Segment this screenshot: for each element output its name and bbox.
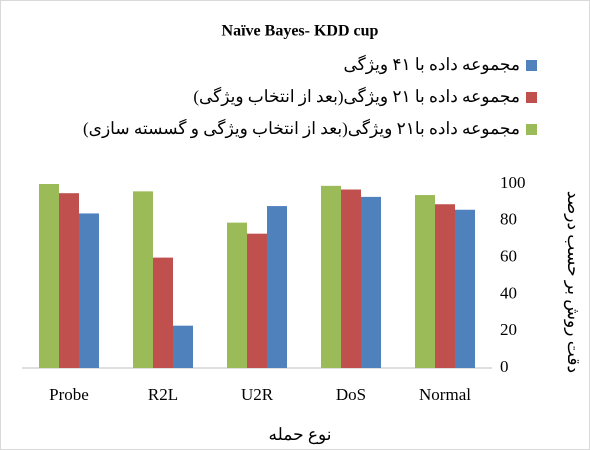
bar (415, 195, 435, 368)
x-tick-label: R2L (148, 385, 178, 404)
y-tick-label: 80 (500, 210, 517, 229)
bar (153, 257, 173, 368)
x-axis-label: نوع حمله (269, 425, 332, 445)
bar (267, 206, 287, 368)
y-tick-label: 20 (500, 320, 517, 339)
legend-label: مجموعه داده با ۲۱ ویژگی(بعد از انتخاب وی… (193, 86, 520, 107)
bar (361, 196, 381, 368)
bar (173, 325, 193, 368)
y-tick-label: 40 (500, 283, 517, 302)
y-axis-label: دقت روش بر حسب درصد (563, 191, 583, 373)
legend-swatch (526, 124, 537, 135)
x-tick-label: DoS (336, 385, 366, 404)
legend-label: مجموعه داده با ۴۱ ویژگی (344, 54, 521, 75)
bar (321, 185, 341, 368)
x-tick-label: U2R (241, 385, 274, 404)
x-tick-label: Probe (49, 385, 89, 404)
bar (133, 191, 153, 368)
bar (435, 204, 455, 368)
legend-swatch (526, 92, 537, 103)
y-tick-label: 60 (500, 247, 517, 266)
legend-label: مجموعه داده با۲۱ ویژگی(بعد از انتخاب ویژ… (83, 118, 520, 139)
legend-swatch (526, 60, 537, 71)
bar (59, 193, 79, 368)
bar (39, 184, 59, 368)
y-tick-label: 0 (500, 357, 509, 376)
bar (227, 222, 247, 368)
chart-title: Naïve Bayes- KDD cup (222, 23, 379, 40)
bar (455, 209, 475, 368)
bar (247, 233, 267, 368)
x-tick-label: Normal (419, 385, 471, 404)
bar (341, 189, 361, 368)
y-tick-label: 100 (500, 173, 526, 192)
bar (79, 213, 99, 368)
